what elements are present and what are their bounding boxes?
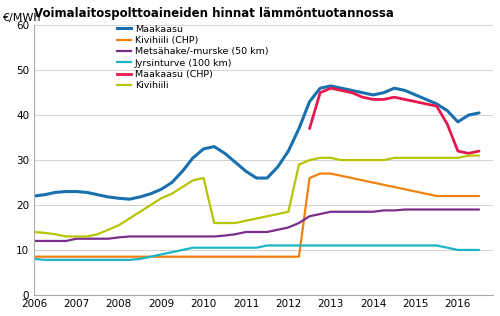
Legend: Maakaasu, Kivihiili (CHP), Metsähake/-murske (50 km), Jyrsinturve (100 km), Maak: Maakaasu, Kivihiili (CHP), Metsähake/-mu… (117, 25, 268, 90)
Text: Voimalaitospolttoaineiden hinnat lämmöntuotannossa: Voimalaitospolttoaineiden hinnat lämmönt… (34, 7, 394, 20)
Text: €/MWh: €/MWh (2, 13, 40, 22)
